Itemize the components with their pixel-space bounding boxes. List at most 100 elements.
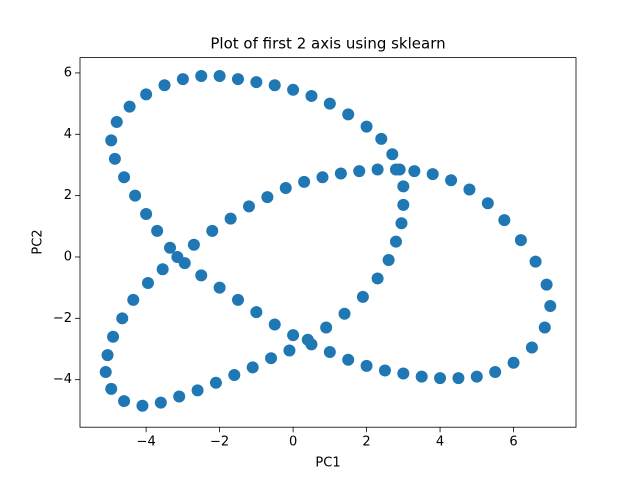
point	[213, 281, 226, 294]
point	[178, 257, 191, 270]
point	[250, 306, 263, 319]
point	[101, 349, 114, 362]
point	[136, 399, 149, 412]
point	[140, 88, 153, 101]
x-tick-label: 2	[362, 435, 370, 450]
point	[540, 278, 553, 291]
point	[305, 89, 318, 102]
point	[395, 217, 408, 230]
point	[224, 212, 237, 225]
point	[498, 214, 511, 227]
chart-title: Plot of first 2 axis using sklearn	[210, 35, 445, 53]
point	[173, 390, 186, 403]
point	[154, 396, 167, 409]
point	[360, 359, 373, 372]
point	[323, 97, 336, 110]
point	[118, 171, 131, 184]
point	[305, 338, 318, 351]
point	[195, 70, 208, 83]
point	[243, 200, 256, 213]
point	[342, 353, 355, 366]
point	[525, 341, 538, 354]
point	[99, 365, 112, 378]
point	[187, 238, 200, 251]
point	[158, 79, 171, 92]
y-tick-label: 6	[64, 65, 72, 80]
point	[389, 235, 402, 248]
point	[213, 70, 226, 83]
y-tick-label: −2	[53, 311, 72, 326]
point	[320, 321, 333, 334]
point	[445, 174, 458, 187]
point	[108, 152, 121, 165]
point	[386, 148, 399, 161]
axes-frame	[79, 57, 577, 428]
x-tick-label: −4	[137, 435, 156, 450]
point	[195, 269, 208, 282]
point	[287, 83, 300, 96]
y-tick-label: −4	[53, 372, 72, 387]
point	[415, 370, 428, 383]
x-tick-label: 4	[436, 435, 444, 450]
point	[371, 272, 384, 285]
point	[378, 364, 391, 377]
point	[316, 171, 329, 184]
point	[250, 76, 263, 89]
point	[507, 356, 520, 369]
point	[334, 167, 347, 180]
point	[463, 183, 476, 196]
point	[118, 395, 131, 408]
point	[298, 175, 311, 188]
point	[434, 372, 447, 385]
point	[209, 376, 222, 389]
point	[342, 108, 355, 121]
point	[529, 255, 542, 268]
point	[287, 329, 300, 342]
x-tick-label: 0	[289, 435, 297, 450]
x-axis-label: PC1	[315, 456, 340, 471]
point	[268, 79, 281, 92]
point	[176, 73, 189, 86]
point	[110, 116, 123, 129]
point	[283, 344, 296, 357]
y-axis-label: PC2	[31, 229, 46, 254]
point	[360, 120, 373, 133]
point	[105, 382, 118, 395]
point	[116, 312, 129, 325]
point	[246, 361, 259, 374]
point	[489, 365, 502, 378]
point	[544, 300, 557, 313]
point	[382, 254, 395, 267]
point	[353, 165, 366, 178]
point	[127, 293, 140, 306]
point	[268, 318, 281, 331]
point	[231, 293, 244, 306]
point	[371, 163, 384, 176]
point	[129, 189, 142, 202]
point	[279, 181, 292, 194]
point	[397, 367, 410, 380]
y-tick-label: 2	[64, 188, 72, 203]
point	[191, 384, 204, 397]
point	[206, 224, 219, 237]
x-tick-label: −2	[210, 435, 229, 450]
point	[356, 290, 369, 303]
point	[338, 307, 351, 320]
point	[397, 180, 410, 193]
point	[105, 134, 118, 147]
point	[265, 352, 278, 365]
point	[426, 168, 439, 181]
point	[389, 163, 402, 176]
x-tick-label: 6	[509, 435, 517, 450]
y-tick-label: 0	[64, 249, 72, 264]
y-tick-label: 4	[64, 127, 72, 142]
point	[408, 165, 421, 178]
point	[452, 372, 465, 385]
point	[397, 198, 410, 211]
point	[151, 224, 164, 237]
point	[375, 132, 388, 145]
point	[107, 330, 120, 343]
point	[123, 100, 136, 113]
point	[514, 234, 527, 247]
